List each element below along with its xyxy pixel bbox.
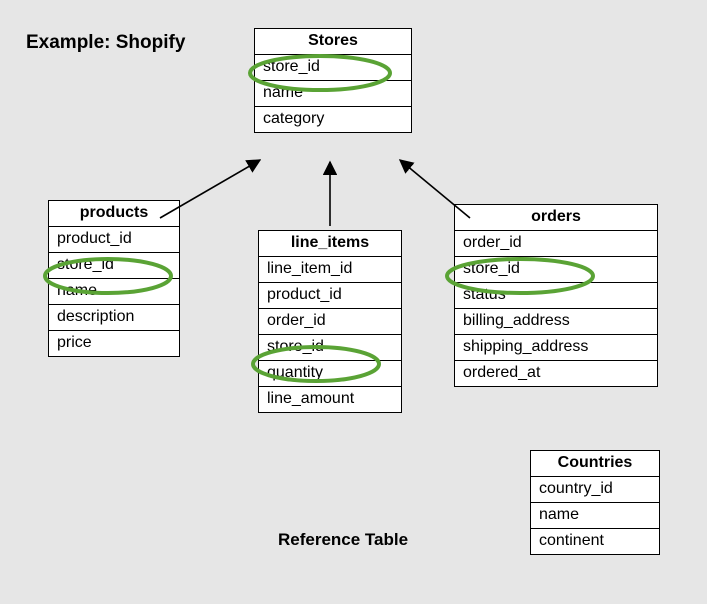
table-row: store_id [49, 253, 179, 279]
table-row: category [255, 107, 411, 132]
table-row: name [255, 81, 411, 107]
table-row: name [49, 279, 179, 305]
table-header: orders [455, 205, 657, 231]
table-row: shipping_address [455, 335, 657, 361]
table-row: status [455, 283, 657, 309]
entity-table-products: products product_id store_id name descri… [48, 200, 180, 357]
table-row: country_id [531, 477, 659, 503]
table-row: line_amount [259, 387, 401, 412]
table-row: order_id [259, 309, 401, 335]
table-row: description [49, 305, 179, 331]
table-header: products [49, 201, 179, 227]
entity-table-countries: Countries country_id name continent [530, 450, 660, 555]
table-row: store_id [259, 335, 401, 361]
relationship-arrows [160, 160, 470, 226]
table-header: line_items [259, 231, 401, 257]
diagram-title: Example: Shopify [26, 32, 185, 54]
table-row: billing_address [455, 309, 657, 335]
table-row: quantity [259, 361, 401, 387]
table-header: Countries [531, 451, 659, 477]
table-row: price [49, 331, 179, 356]
entity-table-stores: Stores store_id name category [254, 28, 412, 133]
table-row: name [531, 503, 659, 529]
table-row: product_id [49, 227, 179, 253]
entity-table-line-items: line_items line_item_id product_id order… [258, 230, 402, 413]
table-row: store_id [255, 55, 411, 81]
table-row: store_id [455, 257, 657, 283]
table-header: Stores [255, 29, 411, 55]
table-row: line_item_id [259, 257, 401, 283]
table-row: ordered_at [455, 361, 657, 386]
entity-table-orders: orders order_id store_id status billing_… [454, 204, 658, 387]
table-row: continent [531, 529, 659, 554]
reference-table-label: Reference Table [278, 530, 408, 550]
table-row: product_id [259, 283, 401, 309]
table-row: order_id [455, 231, 657, 257]
